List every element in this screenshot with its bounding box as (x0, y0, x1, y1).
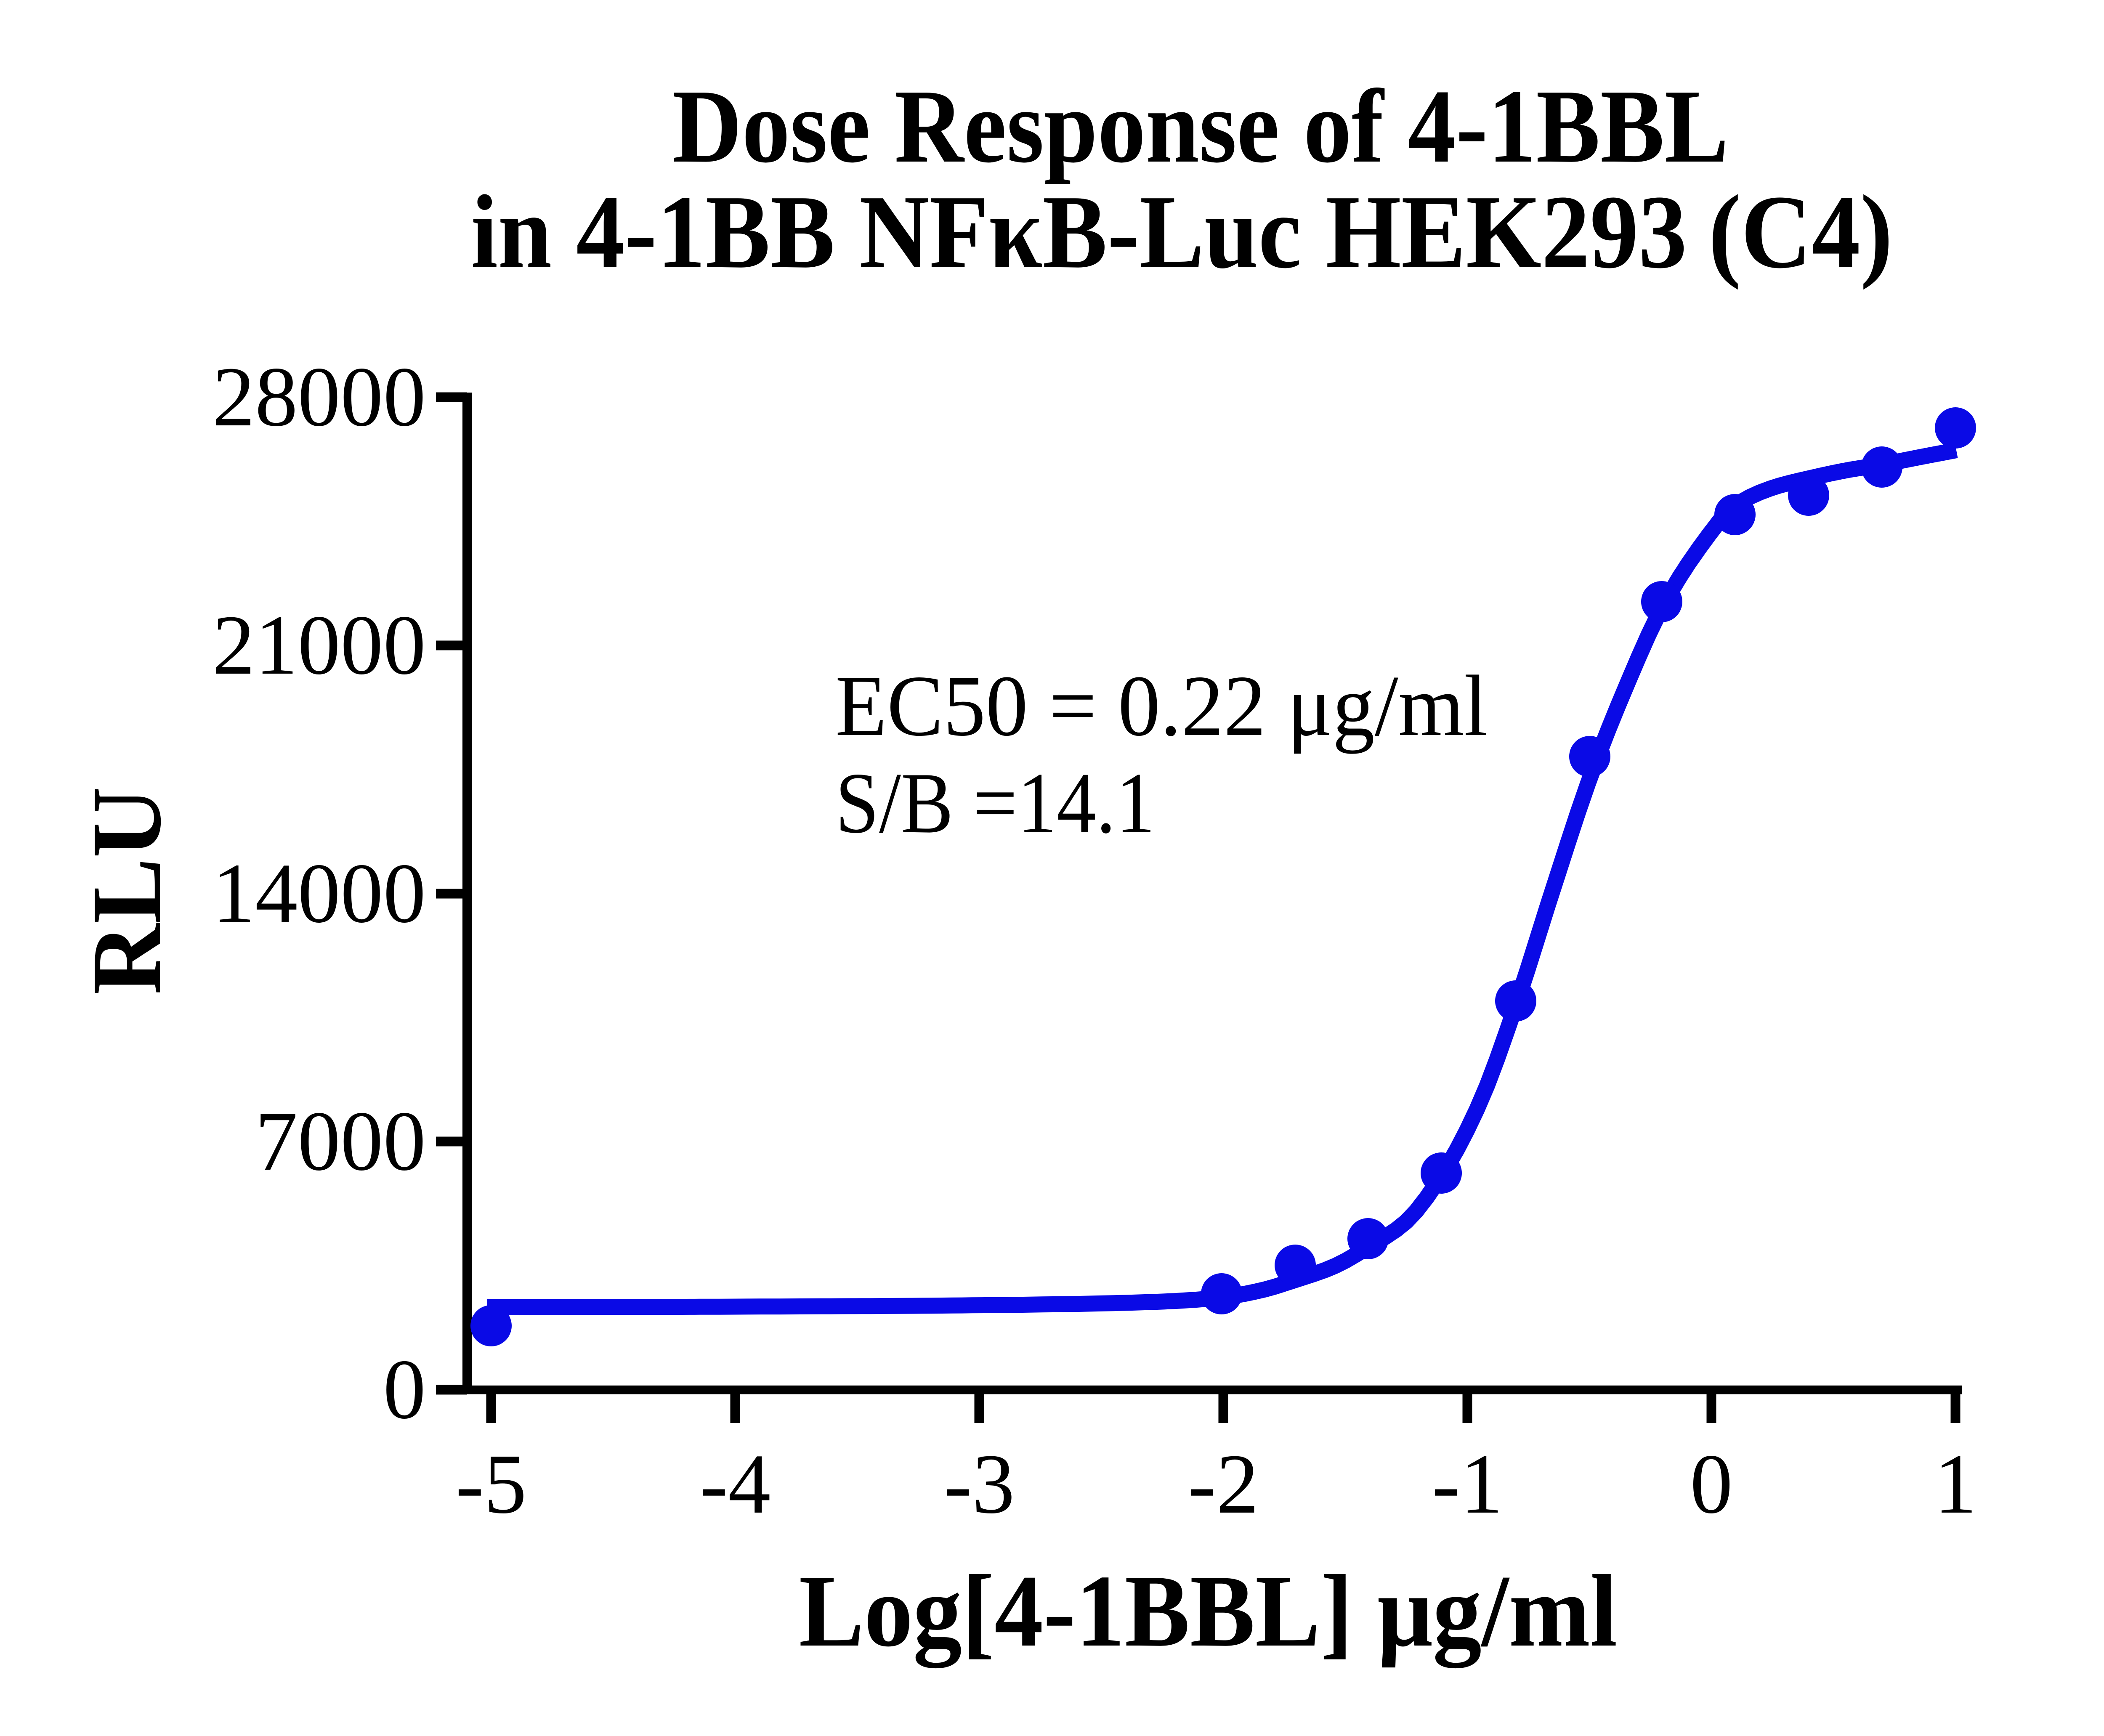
svg-text:Dose Response of 4-1BBL: Dose Response of 4-1BBL (672, 68, 1729, 185)
svg-text:-5: -5 (455, 1436, 526, 1531)
svg-text:0: 0 (383, 1342, 426, 1436)
svg-text:Log[4-1BBL] μg/ml: Log[4-1BBL] μg/ml (799, 1554, 1618, 1668)
svg-text:14000: 14000 (213, 846, 426, 940)
svg-text:(C4): (C4) (1708, 174, 1893, 290)
svg-text:1: 1 (1934, 1436, 1977, 1531)
svg-text:-4: -4 (699, 1436, 770, 1531)
svg-text:-1: -1 (1432, 1436, 1503, 1531)
svg-text:7000: 7000 (255, 1094, 426, 1188)
svg-text:in 4-1BB NFκB-Luc HEK293: in 4-1BB NFκB-Luc HEK293 (471, 174, 1687, 290)
svg-text:RLU: RLU (72, 787, 182, 995)
svg-text:28000: 28000 (213, 349, 426, 444)
svg-text:S/B =14.1: S/B =14.1 (835, 755, 1155, 851)
svg-text:21000: 21000 (213, 597, 426, 692)
svg-text:-2: -2 (1187, 1436, 1259, 1531)
svg-text:0: 0 (1690, 1436, 1733, 1531)
svg-text:-3: -3 (943, 1436, 1015, 1531)
svg-text:EC50 = 0.22 μg/ml: EC50 = 0.22 μg/ml (835, 658, 1488, 754)
